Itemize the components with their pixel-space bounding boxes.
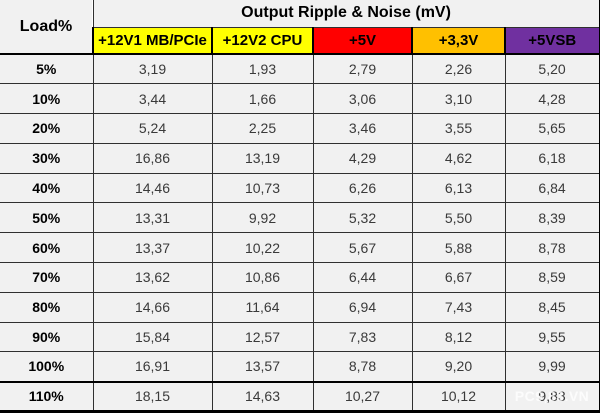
table-cell: 2,79 xyxy=(312,53,413,85)
table-row-5pct: 5% 3,19 1,93 2,79 2,26 5,20 xyxy=(0,53,600,85)
row-label: 70% xyxy=(0,261,94,293)
table-cell: 9,55 xyxy=(504,321,600,353)
table-row-20pct: 20% 5,24 2,25 3,46 3,55 5,65 xyxy=(0,113,600,144)
table-cell: 1,66 xyxy=(211,83,314,115)
table-cell: 5,32 xyxy=(312,202,413,234)
row-label: 100% xyxy=(0,351,94,383)
table-cell: 2,26 xyxy=(411,53,506,85)
table-cell: 7,43 xyxy=(411,291,506,323)
table-cell: 4,28 xyxy=(504,83,600,115)
table-cell: 18,15 xyxy=(92,380,213,413)
table-row-80pct: 80% 14,66 11,64 6,94 7,43 8,45 xyxy=(0,291,600,323)
table-cell: 10,12 xyxy=(411,380,506,413)
table-cell: 5,50 xyxy=(411,202,506,234)
table-row-40pct: 40% 14,46 10,73 6,26 6,13 6,84 xyxy=(0,172,600,204)
table-cell: 11,64 xyxy=(211,291,314,323)
table-row-50pct: 50% 13,31 9,92 5,32 5,50 8,39 xyxy=(0,202,600,234)
table-cell: 9,92 xyxy=(211,202,314,234)
table-cell: 4,62 xyxy=(411,142,506,174)
table-cell: 2,25 xyxy=(211,113,314,144)
table-row-100pct: 100% 16,91 13,57 8,78 9,20 9,99 xyxy=(0,351,600,383)
table-cell: 10,27 xyxy=(312,380,413,413)
table-cell: 16,86 xyxy=(92,142,213,174)
table-cell: 8,12 xyxy=(411,321,506,353)
table-cell: 3,10 xyxy=(411,83,506,115)
table-cell: 3,46 xyxy=(312,113,413,144)
table-title: Output Ripple & Noise (mV) xyxy=(92,0,600,28)
table-cell: 10,22 xyxy=(211,232,314,263)
row-label: 5% xyxy=(0,53,94,85)
table-row-110pct: 110% 18,15 14,63 10,27 10,12 9,83 PC 9,83… xyxy=(0,380,600,413)
table-cell-watermarked: 9,83 PC 9,83 .VN xyxy=(504,380,600,413)
header-row-rails: +12V1 MB/PCIe +12V2 CPU +5V +3,3V +5VSB xyxy=(0,26,600,55)
table-cell: 6,94 xyxy=(312,291,413,323)
table-cell: 8,39 xyxy=(504,202,600,234)
table-cell: 12,57 xyxy=(211,321,314,353)
column-header-5vsb: +5VSB xyxy=(503,26,600,55)
table-cell: 13,31 xyxy=(92,202,213,234)
table-cell: 8,78 xyxy=(504,232,600,263)
table-cell: 15,84 xyxy=(92,321,213,353)
table-cell: 5,67 xyxy=(312,232,413,263)
column-header-12v2-cpu: +12V2 CPU xyxy=(211,26,314,55)
table-cell: 6,84 xyxy=(504,172,600,204)
table-cell: 14,46 xyxy=(92,172,213,204)
load-column-header: Load% xyxy=(0,0,94,55)
column-header-3v3: +3,3V xyxy=(411,26,506,55)
cell-value: 9,83 xyxy=(538,388,566,405)
column-header-5v: +5V xyxy=(312,26,413,55)
table-cell: 5,65 xyxy=(504,113,600,144)
table-cell: 9,99 xyxy=(504,351,600,383)
row-label: 90% xyxy=(0,321,94,353)
table-cell: 13,37 xyxy=(92,232,213,263)
table-cell: 4,29 xyxy=(312,142,413,174)
table-cell: 6,18 xyxy=(504,142,600,174)
row-label: 50% xyxy=(0,202,94,234)
watermark-prefix: PC xyxy=(514,388,536,405)
table-cell: 7,83 xyxy=(312,321,413,353)
table-cell: 9,20 xyxy=(411,351,506,383)
row-label: 10% xyxy=(0,83,94,115)
table-cell: 6,26 xyxy=(312,172,413,204)
table-cell: 13,57 xyxy=(211,351,314,383)
header-row-title: Load% Output Ripple & Noise (mV) xyxy=(0,0,600,55)
table-row-90pct: 90% 15,84 12,57 7,83 8,12 9,55 xyxy=(0,321,600,353)
row-label: 110% xyxy=(0,380,94,413)
table-cell: 3,44 xyxy=(92,83,213,115)
row-label: 40% xyxy=(0,172,94,204)
table-cell: 13,62 xyxy=(92,261,213,293)
table-cell: 10,73 xyxy=(211,172,314,204)
table-cell: 3,55 xyxy=(411,113,506,144)
table-cell: 6,13 xyxy=(411,172,506,204)
table-cell: 5,20 xyxy=(504,53,600,85)
table-cell: 8,78 xyxy=(312,351,413,383)
table-cell: 5,88 xyxy=(411,232,506,263)
table-row-30pct: 30% 16,86 13,19 4,29 4,62 6,18 xyxy=(0,142,600,174)
watermark-suffix: .VN xyxy=(564,388,590,405)
table-cell: 3,06 xyxy=(312,83,413,115)
table-cell: 8,59 xyxy=(504,261,600,293)
table-cell: 16,91 xyxy=(92,351,213,383)
table-cell: 6,67 xyxy=(411,261,506,293)
table-cell: 3,19 xyxy=(92,53,213,85)
table-cell: 6,44 xyxy=(312,261,413,293)
table-row-70pct: 70% 13,62 10,86 6,44 6,67 8,59 xyxy=(0,261,600,293)
table-row-10pct: 10% 3,44 1,66 3,06 3,10 4,28 xyxy=(0,83,600,115)
column-header-12v1-mb-pcie: +12V1 MB/PCIe xyxy=(92,26,213,55)
row-label: 20% xyxy=(0,113,94,144)
table-cell: 14,63 xyxy=(211,380,314,413)
row-label: 60% xyxy=(0,232,94,263)
table-row-60pct: 60% 13,37 10,22 5,67 5,88 8,78 xyxy=(0,232,600,263)
row-label: 80% xyxy=(0,291,94,323)
table-cell: 1,93 xyxy=(211,53,314,85)
table-cell: 10,86 xyxy=(211,261,314,293)
table-cell: 13,19 xyxy=(211,142,314,174)
table-cell: 8,45 xyxy=(504,291,600,323)
row-label: 30% xyxy=(0,142,94,174)
table-cell: 14,66 xyxy=(92,291,213,323)
table-cell: 5,24 xyxy=(92,113,213,144)
